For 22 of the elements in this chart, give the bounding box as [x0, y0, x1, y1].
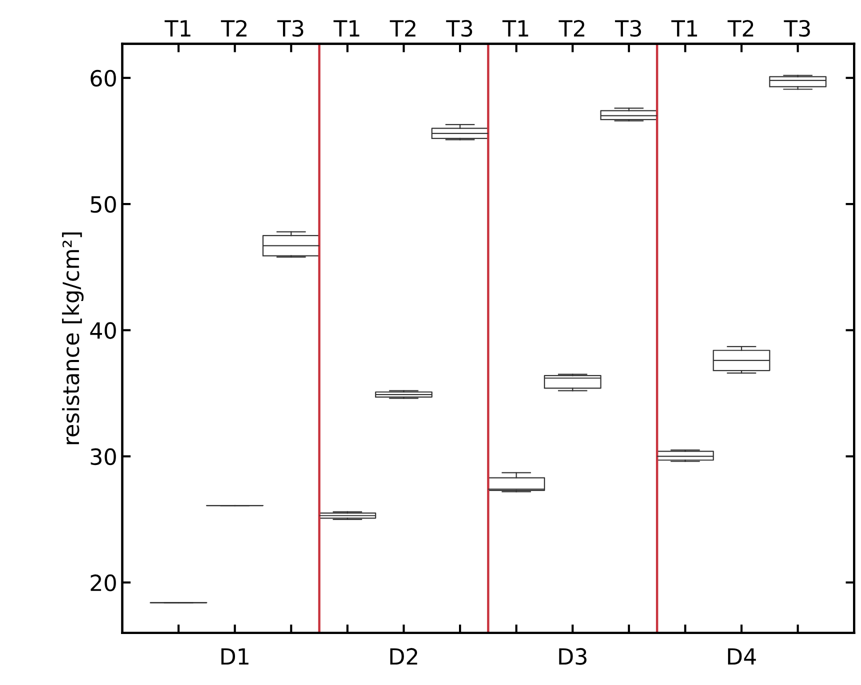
y-tick-label: 30 [90, 448, 116, 466]
x-tick-label: T2 [390, 20, 416, 36]
y-tick-label: 50 [90, 196, 116, 213]
text: D4 [728, 648, 756, 665]
x-tick-label: T3 [277, 20, 304, 37]
x-tick-label: T1 [164, 20, 190, 36]
x-tick-label: T3 [446, 20, 472, 37]
y-tick-label: 20 [90, 574, 116, 592]
y-tick-label: 40 [90, 322, 116, 339]
x-tick-label: T2 [558, 20, 584, 36]
x-tick-label: T1 [502, 20, 528, 36]
text: D1 [221, 648, 248, 665]
text: D2 [390, 648, 418, 665]
y-axis-title: resistance [kg/cm²] [62, 232, 84, 444]
x-tick-label: T2 [220, 20, 246, 36]
text: D3 [559, 648, 586, 665]
x-tick-label: T3 [784, 20, 810, 37]
y-tick-label: 60 [90, 70, 116, 87]
x-tick-label: T2 [728, 20, 754, 36]
x-tick-label: T1 [671, 20, 698, 36]
x-tick-label: T3 [615, 20, 642, 37]
x-tick-label: T1 [334, 20, 360, 36]
